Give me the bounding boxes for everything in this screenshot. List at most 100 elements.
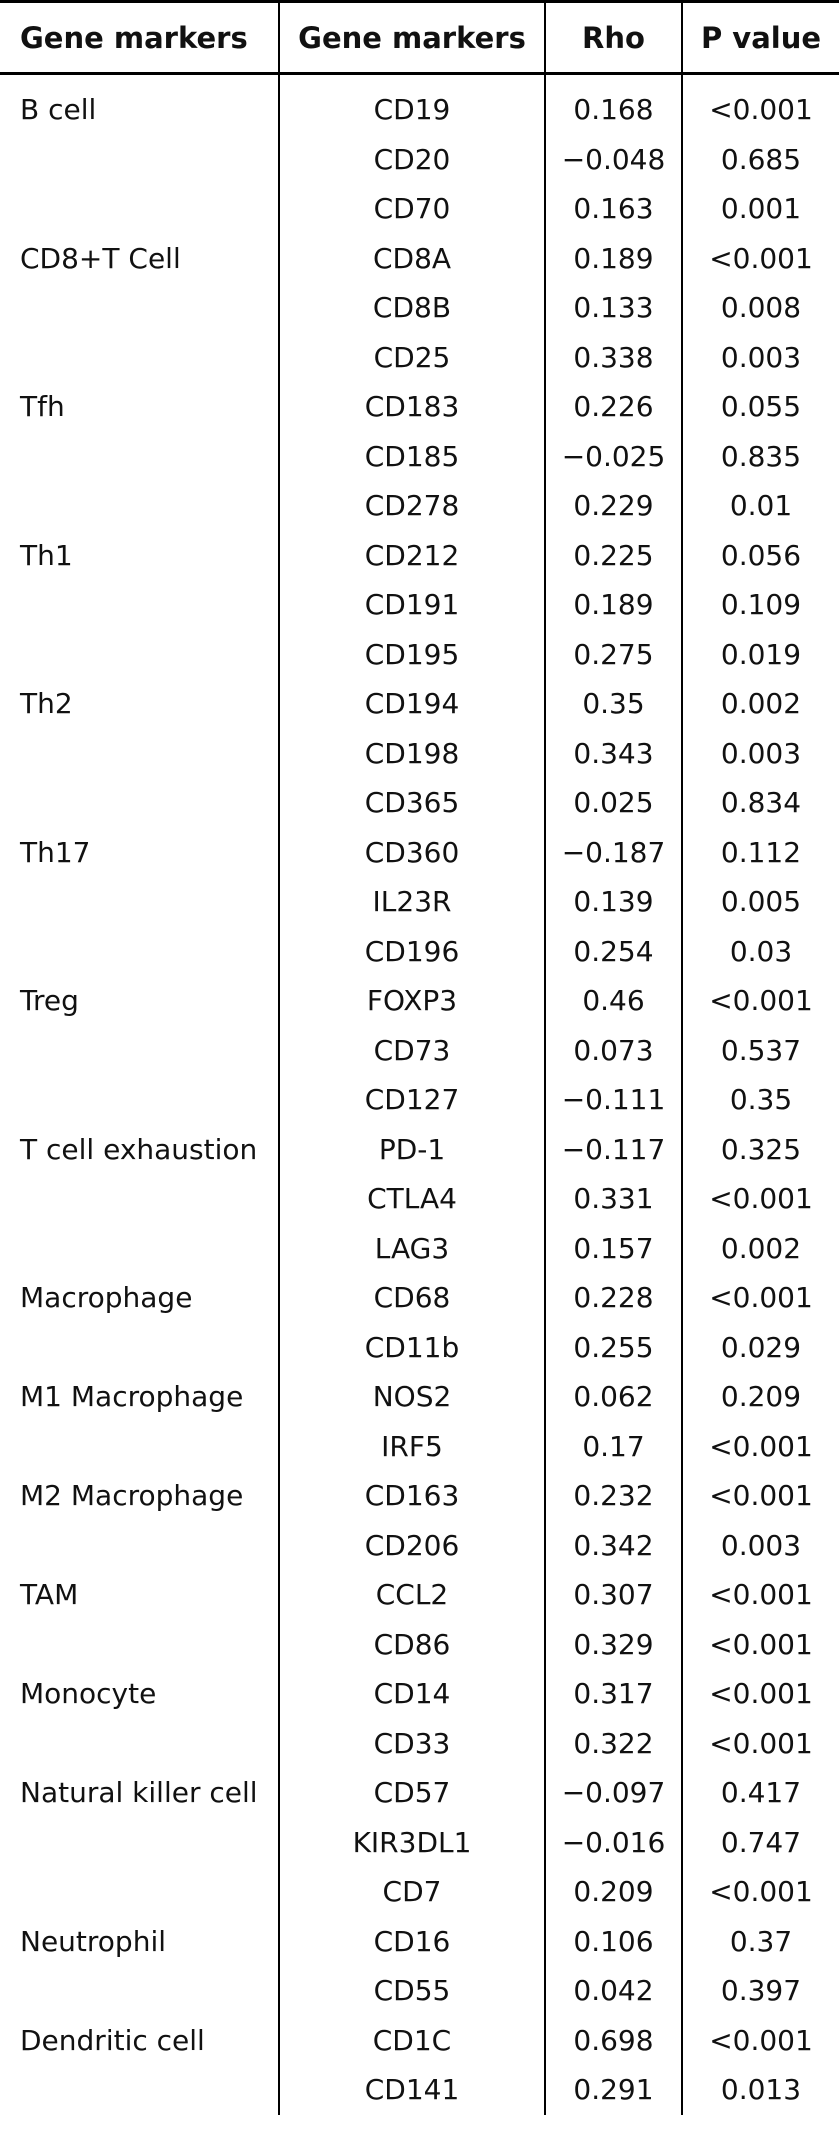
cell-type-cell: Th17 <box>20 835 91 869</box>
table-row: M2 Macrophage CD163 0.232 <0.001 <box>0 1471 839 1521</box>
rho-cell: 0.228 <box>544 1273 682 1323</box>
table-row: CD141 0.291 0.013 <box>0 2065 839 2115</box>
table-row: CD191 0.189 0.109 <box>0 580 839 630</box>
p-value-cell: 0.03 <box>681 926 839 976</box>
cell-type-cell <box>0 1224 279 1274</box>
p-value-cell: 0.747 <box>681 1817 839 1867</box>
gene-marker-cell: CCL2 <box>278 1570 545 1620</box>
rho-cell: 0.226 <box>544 382 682 432</box>
p-value-cell: 0.019 <box>681 629 839 679</box>
cell-type-cell: Neutrophil <box>20 1924 167 1958</box>
gene-marker-cell: CD191 <box>278 580 545 630</box>
cell-type-cell: CD8+T Cell <box>20 241 181 275</box>
cell-type-cell <box>0 1075 279 1125</box>
table-row: Natural killer cell CD57 −0.097 0.417 <box>0 1768 839 1818</box>
p-value-cell: 0.003 <box>681 332 839 382</box>
gene-marker-cell: CD19 <box>278 73 545 135</box>
gene-marker-cell: CD185 <box>278 431 545 481</box>
p-value-cell: <0.001 <box>681 1421 839 1471</box>
p-value-cell: <0.001 <box>681 1669 839 1719</box>
rho-cell: −0.025 <box>544 431 682 481</box>
rho-cell: 0.025 <box>544 778 682 828</box>
table-row: Neutrophil CD16 0.106 0.37 <box>0 1916 839 1966</box>
p-value-cell: 0.834 <box>681 778 839 828</box>
p-value-cell: 0.417 <box>681 1768 839 1818</box>
p-value-cell: 0.056 <box>681 530 839 580</box>
p-value-cell: 0.37 <box>681 1916 839 1966</box>
p-value-cell: <0.001 <box>681 73 839 135</box>
cell-type-cell <box>0 1966 279 2016</box>
p-value-cell: <0.001 <box>681 1867 839 1917</box>
cell-type-cell: M2 Macrophage <box>20 1479 244 1513</box>
table-row: Th1 CD212 0.225 0.056 <box>0 530 839 580</box>
cell-type-cell <box>0 333 279 383</box>
cell-type-cell: Macrophage <box>20 1281 193 1315</box>
cell-type-cell: T cell exhaustion <box>20 1132 258 1166</box>
table-row: CD20 −0.048 0.685 <box>0 134 839 185</box>
gene-marker-cell: LAG3 <box>278 1223 545 1273</box>
cell-type-cell <box>0 877 279 927</box>
cell-type-cell: Natural killer cell <box>20 1776 258 1810</box>
gene-marker-cell: CD198 <box>278 728 545 778</box>
table-row: CD198 0.343 0.003 <box>0 728 839 778</box>
cell-type-cell: Treg <box>20 984 79 1018</box>
rho-cell: 0.139 <box>544 877 682 927</box>
rho-cell: 0.189 <box>544 580 682 630</box>
rho-cell: 0.225 <box>544 530 682 580</box>
table-row: CD33 0.322 <0.001 <box>0 1718 839 1768</box>
p-value-cell: 0.002 <box>681 1223 839 1273</box>
gene-marker-cell: CD278 <box>278 481 545 531</box>
rho-cell: 0.342 <box>544 1520 682 1570</box>
cell-type-cell <box>0 1422 279 1472</box>
gene-marker-cell: CD7 <box>278 1867 545 1917</box>
rho-cell: 0.322 <box>544 1718 682 1768</box>
cell-type-cell <box>0 135 279 185</box>
cell-type-cell <box>0 1521 279 1571</box>
gene-marker-cell: PD-1 <box>278 1124 545 1174</box>
rho-cell: 0.307 <box>544 1570 682 1620</box>
cell-type-cell <box>0 580 279 630</box>
gene-marker-cell: CD25 <box>278 332 545 382</box>
p-value-cell: 0.35 <box>681 1075 839 1125</box>
p-value-cell: 0.109 <box>681 580 839 630</box>
cell-type-cell <box>0 1026 279 1076</box>
gene-marker-cell: CD33 <box>278 1718 545 1768</box>
rho-cell: 0.133 <box>544 283 682 333</box>
table-row: CD278 0.229 0.01 <box>0 481 839 531</box>
rho-cell: 0.698 <box>544 2015 682 2065</box>
header-cell-gene-marker: Gene markers <box>278 0 545 75</box>
header-cell-rho: Rho <box>544 0 682 75</box>
table-row: Dendritic cell CD1C 0.698 <0.001 <box>0 2015 839 2065</box>
cell-type-cell <box>0 1323 279 1373</box>
rho-cell: −0.048 <box>544 134 682 184</box>
gene-marker-cell: CD206 <box>278 1520 545 1570</box>
p-value-cell: 0.003 <box>681 728 839 778</box>
cell-type-cell <box>0 1818 279 1868</box>
gene-marker-cell: CD196 <box>278 926 545 976</box>
table-row: CD7 0.209 <0.001 <box>0 1867 839 1917</box>
cell-type-cell: Tfh <box>20 390 65 424</box>
table-row: T cell exhaustion PD-1 −0.117 0.325 <box>0 1124 839 1174</box>
table-row: CD86 0.329 <0.001 <box>0 1619 839 1669</box>
p-value-cell: <0.001 <box>681 1273 839 1323</box>
p-value-cell: <0.001 <box>681 1174 839 1224</box>
cell-type-cell: Th1 <box>20 538 73 572</box>
table-row: CD196 0.254 0.03 <box>0 926 839 976</box>
table-row: Monocyte CD14 0.317 <0.001 <box>0 1669 839 1719</box>
rho-cell: −0.097 <box>544 1768 682 1818</box>
table-row: IL23R 0.139 0.005 <box>0 877 839 927</box>
gene-marker-cell: KIR3DL1 <box>278 1817 545 1867</box>
gene-marker-cell: CD14 <box>278 1669 545 1719</box>
rho-cell: 0.343 <box>544 728 682 778</box>
rho-cell: 0.229 <box>544 481 682 531</box>
table-body: B cell CD19 0.168 <0.001 CD20 −0.048 0.685 CD70… <box>0 73 839 2115</box>
p-value-cell: 0.029 <box>681 1322 839 1372</box>
gene-marker-cell: CD183 <box>278 382 545 432</box>
table-row: KIR3DL1 −0.016 0.747 <box>0 1817 839 1868</box>
table-row: CD70 0.163 0.001 <box>0 184 839 234</box>
table-row: CD8+T Cell CD8A 0.189 <0.001 <box>0 233 839 283</box>
rho-cell: 0.232 <box>544 1471 682 1521</box>
p-value-cell: 0.055 <box>681 382 839 432</box>
cell-type-cell <box>0 283 279 333</box>
